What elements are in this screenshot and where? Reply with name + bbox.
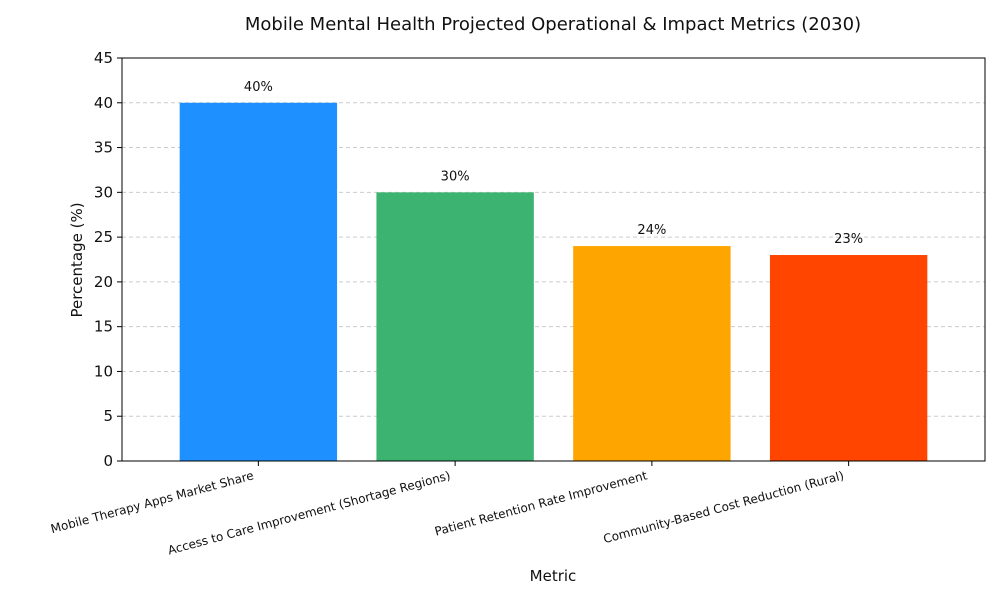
bar-data-label: 24% bbox=[637, 223, 666, 238]
bar-data-label: 23% bbox=[834, 232, 863, 247]
bars bbox=[179, 102, 928, 462]
y-axis-ticks: 0 5 10 15 20 25 30 35 40 45 bbox=[94, 49, 122, 470]
y-tick-label: 35 bbox=[94, 139, 113, 157]
bar-data-label: 40% bbox=[244, 80, 273, 95]
y-tick-label: 40 bbox=[94, 94, 113, 112]
y-axis-label: Percentage (%) bbox=[68, 202, 86, 317]
y-tick-label: 20 bbox=[94, 273, 113, 291]
y-tick-label: 10 bbox=[94, 362, 113, 380]
x-axis-label: Metric bbox=[530, 567, 577, 585]
y-tick-label: 5 bbox=[103, 407, 113, 425]
data-labels: 40% 30% 24% 23% bbox=[244, 80, 863, 247]
y-tick-label: 15 bbox=[94, 318, 113, 336]
bar bbox=[376, 192, 534, 462]
chart-title: Mobile Mental Health Projected Operation… bbox=[245, 14, 861, 35]
plot-frame bbox=[121, 57, 986, 462]
y-tick-label: 45 bbox=[94, 49, 113, 67]
y-tick-label: 30 bbox=[94, 183, 113, 201]
bar bbox=[573, 246, 731, 461]
x-tick-label: Mobile Therapy Apps Market Share bbox=[49, 468, 255, 536]
bar bbox=[769, 255, 928, 461]
y-tick-label: 0 bbox=[103, 452, 113, 470]
bar-data-label: 30% bbox=[441, 169, 470, 184]
bar bbox=[179, 102, 338, 462]
y-tick-label: 25 bbox=[94, 228, 113, 246]
